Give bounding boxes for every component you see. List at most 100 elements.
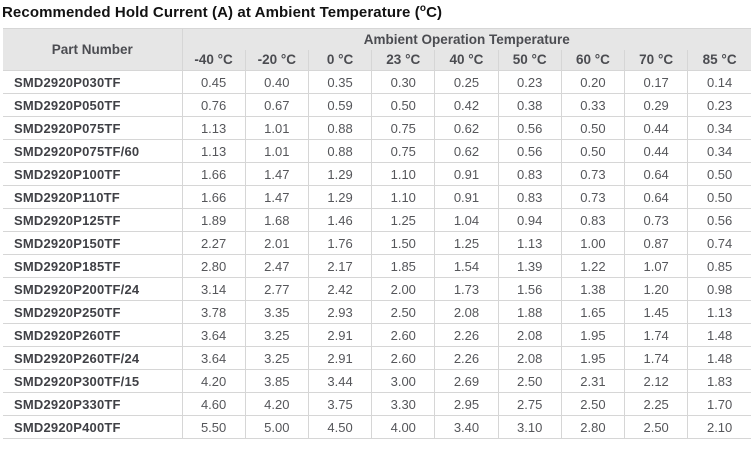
value-cell: 4.20 xyxy=(181,369,246,393)
value-cell: 0.56 xyxy=(687,208,751,232)
table-row: SMD2920P260TF 3.64 3.25 2.91 2.60 2.26 2.08 1.9… xyxy=(3,323,751,347)
value-cell: 2.31 xyxy=(560,369,626,393)
value-cell: 1.04 xyxy=(434,208,499,232)
value-cell: 0.56 xyxy=(497,116,562,140)
value-cell: 2.69 xyxy=(434,369,499,393)
value-cell: 3.25 xyxy=(244,323,309,347)
value-cell: 2.08 xyxy=(434,300,499,324)
table-header: Part Number Ambient Operation Temperatur… xyxy=(3,28,751,71)
value-cell: 0.88 xyxy=(307,116,373,140)
value-cell: 2.47 xyxy=(244,254,309,278)
value-cell: 0.23 xyxy=(687,93,751,117)
value-cell: 2.00 xyxy=(371,277,436,301)
value-cell: 2.08 xyxy=(497,323,562,347)
value-cell: 2.50 xyxy=(497,369,562,393)
value-cell: 3.85 xyxy=(244,369,309,393)
value-cell: 0.83 xyxy=(497,162,562,186)
part-number-cell: SMD2920P185TF xyxy=(3,254,183,278)
value-cell: 2.50 xyxy=(624,415,689,439)
table-body: SMD2920P030TF 0.45 0.40 0.35 0.30 0.25 0.23 0.2… xyxy=(3,70,751,439)
value-cell: 3.64 xyxy=(181,323,246,347)
value-cell: 3.14 xyxy=(181,277,246,301)
table-row: SMD2920P185TF 2.80 2.47 2.17 1.85 1.54 1.39 1.2… xyxy=(3,254,751,278)
value-cell: 0.75 xyxy=(371,116,436,140)
temp-header: 85 °C xyxy=(687,50,751,71)
value-cell: 0.62 xyxy=(434,139,499,163)
value-cell: 2.25 xyxy=(624,392,689,416)
value-cell: 1.66 xyxy=(181,185,246,209)
value-cell: 3.35 xyxy=(244,300,309,324)
part-number-cell: SMD2920P075TF xyxy=(3,116,183,140)
value-cell: 1.13 xyxy=(687,300,751,324)
part-number-cell: SMD2920P400TF xyxy=(3,415,183,439)
value-cell: 1.83 xyxy=(687,369,751,393)
table-row: SMD2920P125TF 1.89 1.68 1.46 1.25 1.04 0.94 0.8… xyxy=(3,208,751,232)
value-cell: 0.42 xyxy=(434,93,499,117)
value-cell: 0.88 xyxy=(307,139,373,163)
table-row: SMD2920P260TF/24 3.64 3.25 2.91 2.60 2.26 2.08… xyxy=(3,346,751,370)
value-cell: 1.46 xyxy=(307,208,373,232)
value-cell: 1.54 xyxy=(434,254,499,278)
table-row: SMD2920P075TF 1.13 1.01 0.88 0.75 0.62 0.56 0.5… xyxy=(3,116,751,140)
value-cell: 1.10 xyxy=(371,162,436,186)
value-cell: 0.50 xyxy=(687,162,751,186)
part-number-cell: SMD2920P110TF xyxy=(3,185,183,209)
group-header: Ambient Operation Temperature xyxy=(181,28,751,50)
value-cell: 2.75 xyxy=(497,392,562,416)
value-cell: 1.13 xyxy=(497,231,562,255)
value-cell: 1.74 xyxy=(624,346,689,370)
value-cell: 1.29 xyxy=(307,162,373,186)
temp-header: -40 °C xyxy=(182,50,246,71)
value-cell: 1.48 xyxy=(687,346,751,370)
value-cell: 2.17 xyxy=(307,254,373,278)
value-cell: 1.88 xyxy=(497,300,562,324)
temp-header: -20 °C xyxy=(244,50,309,71)
value-cell: 1.20 xyxy=(624,277,689,301)
value-cell: 0.17 xyxy=(624,70,689,94)
part-number-cell: SMD2920P250TF xyxy=(3,300,183,324)
value-cell: 1.47 xyxy=(244,185,309,209)
table-row: SMD2920P330TF 4.60 4.20 3.75 3.30 2.95 2.75 2.5… xyxy=(3,392,751,416)
value-cell: 2.50 xyxy=(560,392,626,416)
value-cell: 0.73 xyxy=(560,162,626,186)
value-cell: 1.00 xyxy=(560,231,626,255)
value-cell: 1.22 xyxy=(560,254,626,278)
value-cell: 2.01 xyxy=(244,231,309,255)
value-cell: 0.29 xyxy=(624,93,689,117)
table-row: SMD2920P100TF 1.66 1.47 1.29 1.10 0.91 0.83 0.7… xyxy=(3,162,751,186)
part-number-cell: SMD2920P260TF/24 xyxy=(3,346,183,370)
value-cell: 0.50 xyxy=(687,185,751,209)
value-cell: 0.38 xyxy=(497,93,562,117)
value-cell: 2.10 xyxy=(687,415,751,439)
table-row: SMD2920P030TF 0.45 0.40 0.35 0.30 0.25 0.23 0.2… xyxy=(3,70,751,94)
page-title-text: Recommended Hold Current (A) at Ambient … xyxy=(2,4,420,21)
group-header-row: Part Number Ambient Operation Temperatur… xyxy=(3,28,751,71)
value-cell: 0.35 xyxy=(307,70,373,94)
value-cell: 2.91 xyxy=(307,323,373,347)
value-cell: 0.23 xyxy=(497,70,562,94)
value-cell: 2.80 xyxy=(560,415,626,439)
part-number-cell: SMD2920P260TF xyxy=(3,323,183,347)
value-cell: 2.26 xyxy=(434,323,499,347)
value-cell: 2.60 xyxy=(371,323,436,347)
table-row: SMD2920P200TF/24 3.14 2.77 2.42 2.00 1.73 1.56… xyxy=(3,277,751,301)
value-cell: 1.74 xyxy=(624,323,689,347)
value-cell: 2.77 xyxy=(244,277,309,301)
value-cell: 1.76 xyxy=(307,231,373,255)
value-cell: 1.07 xyxy=(624,254,689,278)
part-number-cell: SMD2920P075TF/60 xyxy=(3,139,183,163)
part-number-cell: SMD2920P125TF xyxy=(3,208,183,232)
value-cell: 1.47 xyxy=(244,162,309,186)
value-cell: 0.73 xyxy=(624,208,689,232)
temp-header: 40 °C xyxy=(434,50,499,71)
table-row: SMD2920P400TF 5.50 5.00 4.50 4.00 3.40 3.10 2.8… xyxy=(3,415,751,439)
value-cell: 1.48 xyxy=(687,323,751,347)
value-cell: 1.25 xyxy=(434,231,499,255)
value-cell: 1.01 xyxy=(244,139,309,163)
value-cell: 0.64 xyxy=(624,185,689,209)
value-cell: 2.26 xyxy=(434,346,499,370)
value-cell: 0.94 xyxy=(497,208,562,232)
value-cell: 1.29 xyxy=(307,185,373,209)
value-cell: 4.00 xyxy=(371,415,436,439)
value-cell: 3.10 xyxy=(497,415,562,439)
